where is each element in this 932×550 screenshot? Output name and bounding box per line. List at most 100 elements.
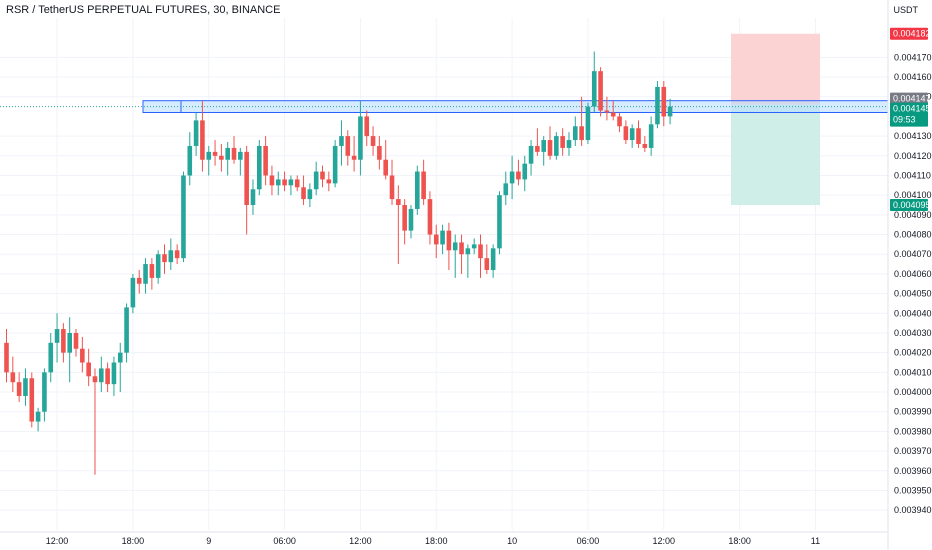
time-tick-label: 18:00 — [122, 536, 145, 546]
candle — [257, 140, 262, 196]
candle-body — [181, 175, 186, 259]
price-tick-label: 0.004090 — [894, 210, 932, 220]
price-tick-label: 0.003950 — [894, 485, 932, 495]
candle-body — [155, 254, 161, 278]
candle-body — [503, 183, 509, 196]
candle-body — [124, 307, 129, 353]
candle — [61, 323, 66, 363]
resistance-zone[interactable] — [142, 100, 889, 113]
candle — [471, 238, 477, 255]
candle-body — [497, 195, 502, 249]
candle — [92, 368, 98, 475]
candle-body — [604, 110, 610, 113]
candle-body — [528, 145, 534, 164]
candle-body — [288, 179, 294, 186]
candle — [200, 100, 205, 172]
candle — [219, 143, 224, 172]
candle-body — [136, 277, 142, 284]
candle — [16, 372, 22, 402]
candle — [535, 128, 540, 156]
candle-body — [16, 382, 22, 396]
candle — [358, 100, 363, 176]
candle — [541, 136, 546, 166]
candle-body — [579, 126, 584, 141]
candle-body — [402, 205, 407, 231]
target-bottom-value: 0.004095 — [893, 200, 931, 210]
price-tick-label: 0.004060 — [894, 269, 932, 279]
candle-body — [642, 143, 648, 148]
candle — [73, 329, 79, 357]
candle — [427, 191, 433, 245]
price-tick-label: 0.004070 — [894, 249, 932, 259]
candle — [396, 185, 401, 265]
candle — [206, 145, 212, 176]
candle-body — [92, 376, 98, 383]
candle-body — [522, 163, 528, 180]
candle-body — [61, 329, 66, 353]
candle-body — [111, 362, 117, 385]
candle-body — [535, 145, 540, 152]
candle — [263, 136, 268, 186]
candle — [528, 140, 534, 176]
candle — [193, 112, 199, 156]
candle — [244, 145, 249, 235]
candle — [225, 142, 230, 176]
candle — [585, 102, 591, 144]
candle-body — [294, 179, 300, 188]
current-price-tag: 0.004145 09:53 — [890, 102, 931, 127]
candle-body — [566, 140, 572, 148]
candle-body — [250, 189, 256, 206]
candle-body — [648, 124, 654, 148]
price-tick-label: 0.004030 — [894, 328, 932, 338]
price-tick-label: 0.003940 — [894, 505, 932, 515]
candle — [623, 120, 629, 144]
candle-body — [623, 126, 629, 141]
candle — [591, 51, 597, 113]
candle — [579, 96, 584, 146]
candle-body — [117, 352, 123, 363]
chart-title: RSR / TetherUS PERPETUAL FUTURES, 30, BI… — [6, 4, 281, 16]
candle — [415, 165, 420, 215]
candle — [332, 140, 338, 188]
candle — [421, 159, 426, 206]
candle — [181, 171, 186, 263]
time-tick-label: 9 — [206, 536, 211, 546]
candle — [377, 136, 382, 170]
candle-body — [263, 145, 268, 176]
candle — [452, 234, 458, 278]
time-tick-label: 11 — [811, 536, 820, 546]
candle-body — [591, 71, 597, 107]
candle-body — [187, 145, 193, 176]
candle — [383, 140, 388, 180]
zone-top-value: 0.004147 — [893, 94, 931, 104]
price-axis[interactable]: 0.0041700.0041600.0041500.0041300.004120… — [887, 0, 932, 550]
risk-zone[interactable] — [731, 33, 820, 105]
candle — [10, 356, 16, 393]
time-axis[interactable]: 12:00 18:00 9 06:00 12:00 18:00 10 06:00 12:00 18… — [0, 531, 888, 546]
candle-body — [162, 254, 167, 263]
candle-body — [130, 277, 136, 308]
candle-body — [275, 179, 281, 186]
candle-body — [238, 151, 243, 160]
candle — [105, 362, 110, 393]
candle-body — [339, 136, 344, 146]
candle — [560, 128, 565, 156]
candle — [629, 124, 635, 148]
candle — [598, 67, 603, 117]
candle-body — [610, 112, 616, 117]
candle — [320, 165, 325, 188]
candle — [661, 80, 667, 127]
price-tick-label: 0.004000 — [894, 387, 932, 397]
candle — [440, 224, 445, 255]
candle-body — [143, 264, 148, 284]
candle-body — [547, 140, 553, 156]
candle-body — [415, 171, 420, 209]
candle — [339, 120, 344, 166]
candle-body — [433, 234, 439, 245]
candle — [617, 112, 622, 133]
candle — [48, 332, 54, 383]
candle-body — [598, 71, 603, 111]
candle — [667, 98, 673, 125]
reward-zone[interactable] — [731, 104, 820, 206]
